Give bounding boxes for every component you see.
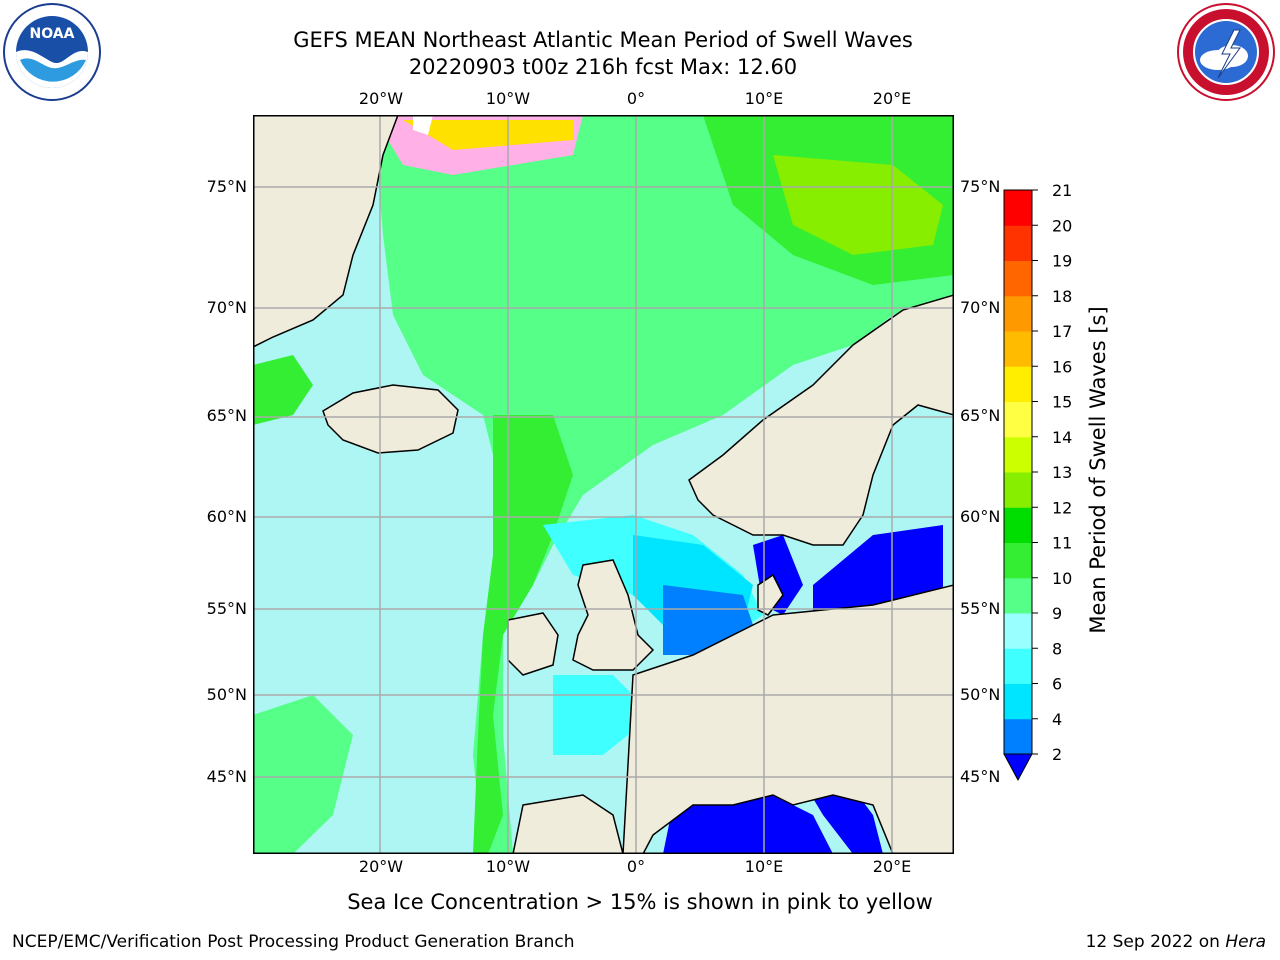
colorbar-segment xyxy=(1004,542,1032,579)
lat-label-left-55n: 55°N xyxy=(206,599,247,618)
lat-label-right-45n: 45°N xyxy=(960,767,1001,786)
map-frame xyxy=(253,115,954,854)
colorbar-segment xyxy=(1004,260,1032,297)
lon-label-top-0: 0° xyxy=(626,89,646,108)
lat-label-left-65n: 65°N xyxy=(206,406,247,425)
colorbar-tick-label: 6 xyxy=(1052,675,1062,694)
lon-label-bottom-20w: 20°W xyxy=(358,857,404,876)
colorbar-segment xyxy=(1004,577,1032,614)
scandinavia xyxy=(688,294,954,546)
sea-ice-caption: Sea Ice Concentration > 15% is shown in … xyxy=(347,890,933,914)
colorbar-tick-label: 2 xyxy=(1052,745,1062,764)
colorbar-tick-label: 14 xyxy=(1052,428,1072,447)
colorbar-tick-label: 20 xyxy=(1052,216,1072,235)
lat-label-right-50n: 50°N xyxy=(960,685,1001,704)
colorbar-segment xyxy=(1004,401,1032,438)
colorbar-tick-label: 10 xyxy=(1052,569,1072,588)
colorbar-tick-label: 18 xyxy=(1052,287,1072,306)
colorbar-tick-label: 13 xyxy=(1052,463,1072,482)
colorbar-tick-label: 11 xyxy=(1052,534,1072,553)
colorbar-extend-triangle xyxy=(1003,753,1033,782)
lon-label-bottom-10e: 10°E xyxy=(744,857,784,876)
land xyxy=(253,115,954,854)
continental-europe xyxy=(622,584,954,854)
chart-title: GEFS MEAN Northeast Atlantic Mean Period… xyxy=(293,28,913,52)
colorbar-tick-label: 4 xyxy=(1052,710,1062,729)
colorbar-segment xyxy=(1004,683,1032,720)
lat-label-right-65n: 65°N xyxy=(960,406,1001,425)
lat-label-right-75n: 75°N xyxy=(960,177,1001,196)
chart-subtitle: 20220903 t00z 216h fcst Max: 12.60 xyxy=(408,55,798,79)
colorbar-tick-label: 19 xyxy=(1052,252,1072,271)
lat-label-left-70n: 70°N xyxy=(206,298,247,317)
colorbar-segment xyxy=(1004,507,1032,543)
colorbar-segment xyxy=(1004,613,1032,649)
footer-host: Hera xyxy=(1225,932,1266,952)
colorbar-tick-label: 17 xyxy=(1052,322,1072,341)
lat-label-right-55n: 55°N xyxy=(960,599,1001,618)
lon-label-bottom-0: 0° xyxy=(626,857,646,876)
colorbar-tick-label: 9 xyxy=(1052,604,1062,623)
greenland xyxy=(253,115,399,348)
swell-period-map xyxy=(253,115,954,854)
footer-date-text: 12 Sep 2022 on xyxy=(1085,932,1226,952)
colorbar-segment xyxy=(1004,718,1032,755)
colorbar-segment xyxy=(1004,225,1032,261)
colorbar-title: Mean Period of Swell Waves [s] xyxy=(1086,306,1110,634)
colorbar-segment xyxy=(1004,331,1032,367)
lon-label-top-10w: 10°W xyxy=(485,89,531,108)
colorbar-segment xyxy=(1004,436,1032,473)
lat-label-left-75n: 75°N xyxy=(206,177,247,196)
colorbar-tick-label: 21 xyxy=(1052,181,1072,200)
lat-label-left-45n: 45°N xyxy=(206,767,247,786)
lat-label-right-60n: 60°N xyxy=(960,507,1001,526)
lon-label-top-20w: 20°W xyxy=(358,89,404,108)
noaa-logo: NOAA xyxy=(3,3,101,101)
great-britain xyxy=(572,559,655,671)
lon-label-top-10e: 10°E xyxy=(744,89,784,108)
lon-label-bottom-20e: 20°E xyxy=(872,857,912,876)
colorbar-tick-label: 8 xyxy=(1052,639,1062,658)
footer-branch: NCEP/EMC/Verification Post Processing Pr… xyxy=(12,932,575,952)
lat-label-left-60n: 60°N xyxy=(206,507,247,526)
lat-label-left-50n: 50°N xyxy=(206,685,247,704)
lon-label-top-20e: 20°E xyxy=(872,89,912,108)
iberia xyxy=(512,794,624,854)
colorbar-segment xyxy=(1004,472,1032,508)
colorbar-tick-label: 12 xyxy=(1052,498,1072,517)
noaa-logo-text: NOAA xyxy=(30,26,75,42)
colorbar-segment xyxy=(1004,648,1032,684)
swell-period-field xyxy=(253,115,954,854)
footer-date: 12 Sep 2022 on Hera xyxy=(1086,932,1266,952)
lat-label-right-70n: 70°N xyxy=(960,298,1001,317)
nws-logo xyxy=(1177,3,1275,101)
colorbar-tick-label: 15 xyxy=(1052,393,1072,412)
colorbar: 2 4 6 8 9 10 11 12 13 14 15 16 17 18 19 20 21 xyxy=(1003,181,1072,782)
graticule xyxy=(253,115,954,854)
colorbar-tick-label: 16 xyxy=(1052,357,1072,376)
lon-label-bottom-10w: 10°W xyxy=(485,857,531,876)
colorbar-segment xyxy=(1004,366,1032,402)
colorbar-segment xyxy=(1004,295,1032,332)
colorbar-segment xyxy=(1004,190,1032,226)
